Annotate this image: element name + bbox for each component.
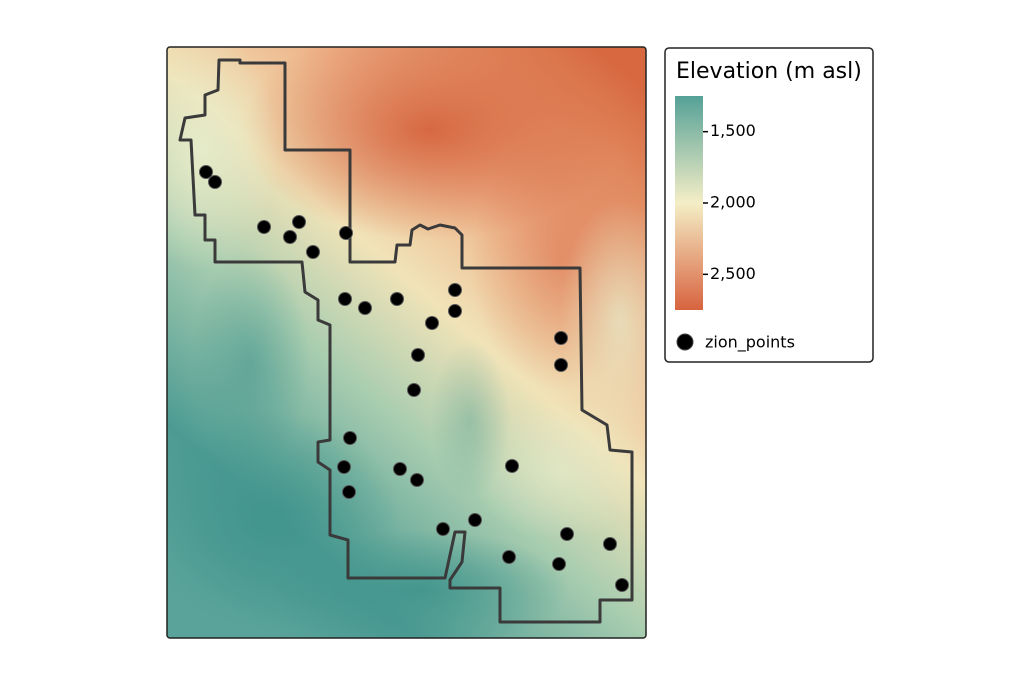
zion-point (339, 226, 353, 240)
zion-point (390, 292, 404, 306)
legend-box (664, 47, 874, 363)
colorbar-tick-label: 2,000 (710, 193, 756, 212)
zion-point (407, 383, 421, 397)
zion-point (603, 537, 617, 551)
zion-point (468, 513, 482, 527)
colorbar-tick-label: 1,500 (710, 121, 756, 140)
legend-point-symbol (676, 333, 694, 351)
zion-point (283, 230, 297, 244)
zion-point (208, 175, 222, 189)
zion-point (306, 245, 320, 259)
zion-point (337, 460, 351, 474)
zion-point (552, 557, 566, 571)
zion-point (292, 215, 306, 229)
zion-point (342, 485, 356, 499)
zion-point (358, 301, 372, 315)
legend-title: Elevation (m asl) (676, 59, 862, 84)
park-boundary (178, 58, 634, 624)
zion-point (502, 550, 516, 564)
elevation-raster (167, 47, 646, 638)
colorbar (675, 96, 703, 310)
zion-point (448, 283, 462, 297)
zion-point (343, 431, 357, 445)
colorbar-tick-label: 2,500 (710, 264, 756, 283)
legend-label: zion_points (705, 333, 795, 353)
zion-point (338, 292, 352, 306)
zion-point (425, 316, 439, 330)
zion-point (560, 527, 574, 541)
zion-point (410, 473, 424, 487)
zion-point (448, 304, 462, 318)
zion-point (505, 459, 519, 473)
zion-point (411, 348, 425, 362)
zion-point (615, 578, 629, 592)
zion-point (436, 522, 450, 536)
points-layer (199, 165, 629, 592)
map-frame (166, 46, 647, 639)
zion-point (554, 331, 568, 345)
zion-point (554, 358, 568, 372)
zion-point (393, 462, 407, 476)
zion-point (257, 220, 271, 234)
zion-point (199, 165, 213, 179)
